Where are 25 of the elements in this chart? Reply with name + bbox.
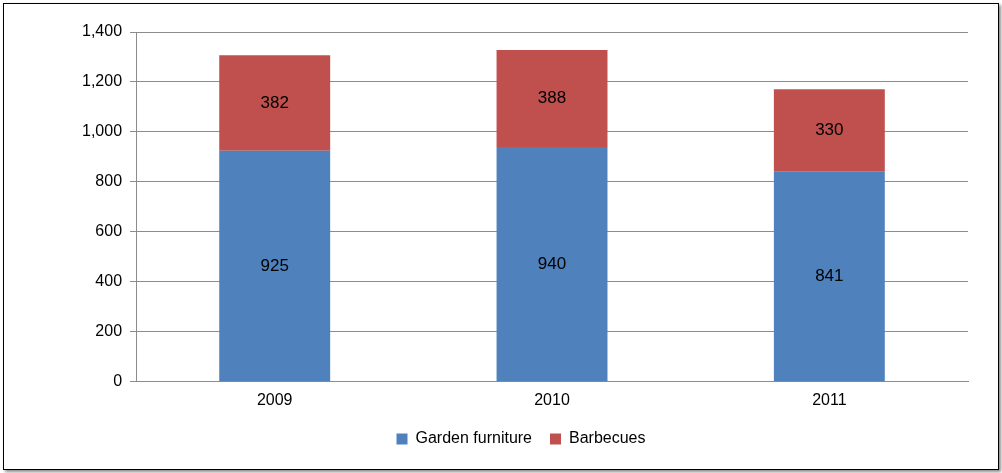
bar (773, 89, 885, 172)
bar (219, 150, 331, 382)
legend-label: Garden furniture (415, 429, 533, 447)
data-label: 388 (537, 88, 567, 108)
y-tick-label: 1,200 (81, 72, 123, 90)
data-label: 330 (815, 120, 844, 140)
y-tick-label: 1,000 (81, 122, 123, 140)
y-tick-label: 400 (95, 272, 123, 290)
y-tick-label: 800 (95, 172, 123, 190)
bar (496, 49, 608, 147)
x-tick-label: 2011 (812, 390, 847, 408)
legend-label: Barbecues (569, 429, 646, 447)
x-tick-label: 2009 (256, 390, 293, 408)
bar (773, 171, 885, 382)
bar (219, 55, 331, 151)
bar (496, 146, 608, 382)
data-label: 382 (260, 92, 289, 112)
y-tick-label: 600 (95, 222, 123, 240)
y-tick-label: 0 (113, 372, 123, 390)
data-label: 841 (815, 266, 844, 286)
y-tick-label: 200 (95, 322, 123, 340)
x-tick-label: 2010 (534, 390, 570, 408)
data-label: 940 (537, 253, 567, 273)
data-label: 925 (260, 255, 289, 275)
y-tick-label: 1,400 (81, 22, 123, 40)
